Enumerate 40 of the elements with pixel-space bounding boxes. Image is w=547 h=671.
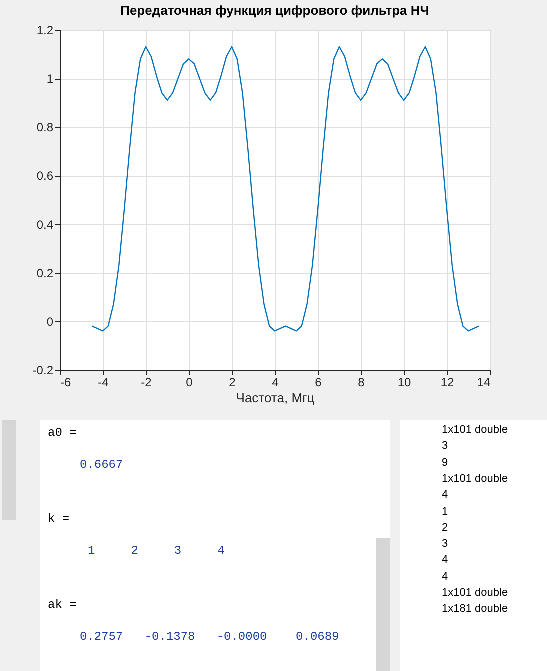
line-series: [92, 46, 480, 332]
x-tick-label: 10: [398, 376, 412, 390]
text: ak =: [48, 598, 77, 612]
text: k =: [48, 512, 70, 526]
x-tick-label: -4: [98, 376, 110, 390]
y-tick-label: 0: [46, 314, 54, 329]
text: 2: [442, 522, 448, 534]
text: 0.2757 -0.1378 -0.0000 0.0689: [80, 630, 340, 644]
text: 4: [442, 570, 448, 583]
text: a0 =: [48, 426, 77, 440]
x-tick-label: 12: [440, 376, 454, 390]
y-tick-label: 1.2: [36, 24, 54, 38]
y-tick-label: 0.6: [36, 169, 54, 184]
text: 1x101 double: [442, 587, 508, 599]
y-tick-label: 0.8: [36, 120, 54, 135]
text: 1x101 double: [442, 424, 508, 436]
text: 3: [442, 538, 448, 550]
text: 4: [442, 554, 448, 566]
text: 0.6667: [80, 458, 124, 472]
x-tick-label: 8: [358, 376, 366, 390]
text: 1x101 double: [442, 472, 508, 485]
x-tick-label: 2: [229, 376, 236, 390]
x-axis-title: Частота, Мгц: [236, 390, 316, 406]
x-tick-label: -2: [141, 376, 152, 390]
y-tick-label: 1: [46, 72, 54, 86]
y-tick-label: 0.4: [36, 218, 54, 232]
y-tick-label: 0.2: [36, 266, 54, 280]
chart-title: Передаточная функция цифрового фильтра НЧ: [120, 3, 430, 18]
text: 9: [442, 456, 448, 469]
x-tick-label: -6: [60, 376, 72, 390]
text: 4: [442, 489, 448, 502]
x-tick-label: 6: [315, 376, 322, 390]
text: 1: [442, 506, 448, 518]
text: 3: [442, 440, 448, 452]
text: 1 2 3 4: [88, 544, 225, 558]
x-tick-label: 0: [186, 376, 194, 390]
x-tick-label: 14: [477, 376, 491, 390]
y-tick-label: -0.2: [32, 364, 54, 378]
x-tick-label: 4: [272, 376, 280, 390]
text: 1x181 double: [442, 603, 508, 616]
